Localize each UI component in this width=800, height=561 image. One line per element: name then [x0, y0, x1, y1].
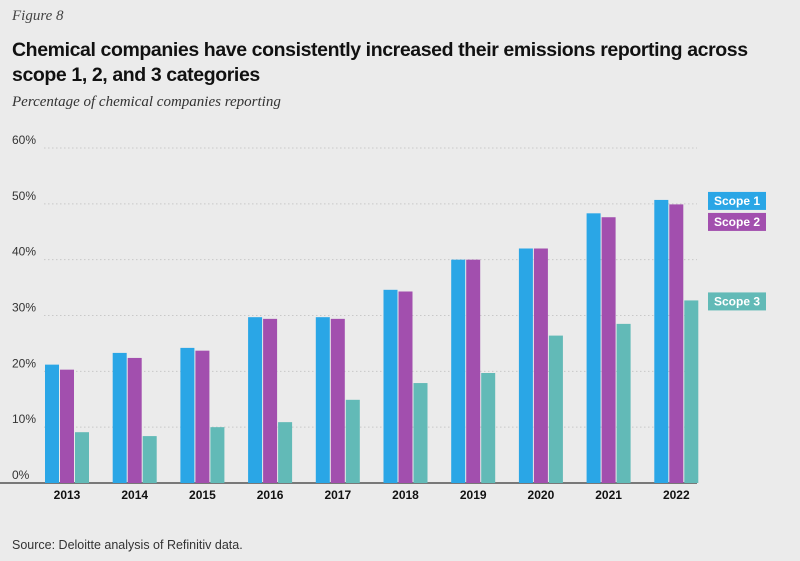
- bar-scope-1-2022: [654, 199, 669, 484]
- bar-scope-2-2018: [398, 291, 413, 483]
- bar-scope-2-2014: [127, 357, 142, 483]
- bar-scope-2-2016: [263, 318, 278, 483]
- x-tick-label: 2013: [54, 488, 81, 502]
- bar-scope-3-2020: [548, 335, 563, 483]
- y-tick-label: 30%: [12, 301, 36, 315]
- y-tick-label: 50%: [12, 189, 36, 203]
- y-tick-label: 10%: [12, 412, 36, 426]
- x-tick-label: 2022: [663, 488, 690, 502]
- figure-label: Figure 8: [12, 8, 64, 24]
- x-tick-label: 2015: [189, 488, 216, 502]
- bar-scope-3-2015: [210, 427, 225, 483]
- bar-scope-1-2019: [451, 259, 466, 483]
- bar-scope-3-2019: [481, 373, 496, 483]
- bar-scope-3-2018: [413, 383, 428, 483]
- bar-scope-2-2020: [533, 248, 548, 483]
- x-tick-label: 2014: [121, 488, 148, 502]
- legend-swatch-scope-3: [708, 292, 766, 311]
- bar-scope-3-2014: [142, 436, 157, 483]
- bar-scope-1-2017: [315, 317, 330, 483]
- y-tick-label: 60%: [12, 133, 36, 147]
- legend: Scope 1 Scope 2 Scope 3: [708, 191, 766, 311]
- bar-scope-1-2021: [586, 213, 601, 483]
- bar-scope-1-2014: [112, 352, 127, 483]
- bar-scope-3-2021: [616, 323, 631, 483]
- legend-swatch-scope-2: [708, 212, 766, 231]
- source-note: Source: Deloitte analysis of Refinitiv d…: [12, 538, 243, 552]
- x-tick-label: 2018: [392, 488, 419, 502]
- bar-scope-2-2015: [195, 350, 210, 483]
- x-axis-labels: 2013 2014 2015 2016 2017 2018 2019 2020 2021 2022: [54, 488, 690, 502]
- bars: [45, 199, 699, 484]
- bar-scope-3-2013: [75, 432, 89, 483]
- x-tick-label: 2019: [460, 488, 487, 502]
- y-tick-label: 0%: [12, 468, 30, 482]
- x-tick-label: 2021: [595, 488, 622, 502]
- bar-scope-2-2019: [466, 259, 481, 483]
- bar-scope-1-2020: [518, 248, 533, 483]
- bar-scope-1-2013: [45, 364, 59, 483]
- legend-label: Scope 1: [714, 194, 760, 208]
- x-tick-label: 2020: [528, 488, 555, 502]
- y-axis-tick-labels: 0% 10% 20% 30% 40% 50% 60%: [12, 133, 36, 482]
- bar-scope-2-2017: [330, 318, 345, 483]
- bar-scope-2-2013: [60, 369, 74, 483]
- bar-scope-1-2016: [248, 317, 263, 483]
- bar-scope-3-2022: [684, 300, 699, 483]
- y-tick-label: 20%: [12, 356, 36, 370]
- x-tick-label: 2017: [324, 488, 351, 502]
- bar-scope-1-2018: [383, 289, 398, 483]
- chart-subtitle: Percentage of chemical companies reporti…: [12, 94, 281, 110]
- bar-scope-2-2022: [669, 204, 684, 483]
- legend-label: Scope 2: [714, 215, 760, 229]
- legend-swatch-scope-1: [708, 191, 766, 210]
- bar-scope-3-2017: [345, 399, 360, 483]
- bar-scope-3-2016: [278, 422, 293, 483]
- y-tick-label: 40%: [12, 245, 36, 259]
- bar-scope-2-2021: [601, 217, 616, 483]
- legend-label: Scope 3: [714, 294, 760, 308]
- chart-title: Chemical companies have consistently inc…: [12, 39, 748, 86]
- x-tick-label: 2016: [257, 488, 284, 502]
- bar-scope-1-2015: [180, 347, 195, 483]
